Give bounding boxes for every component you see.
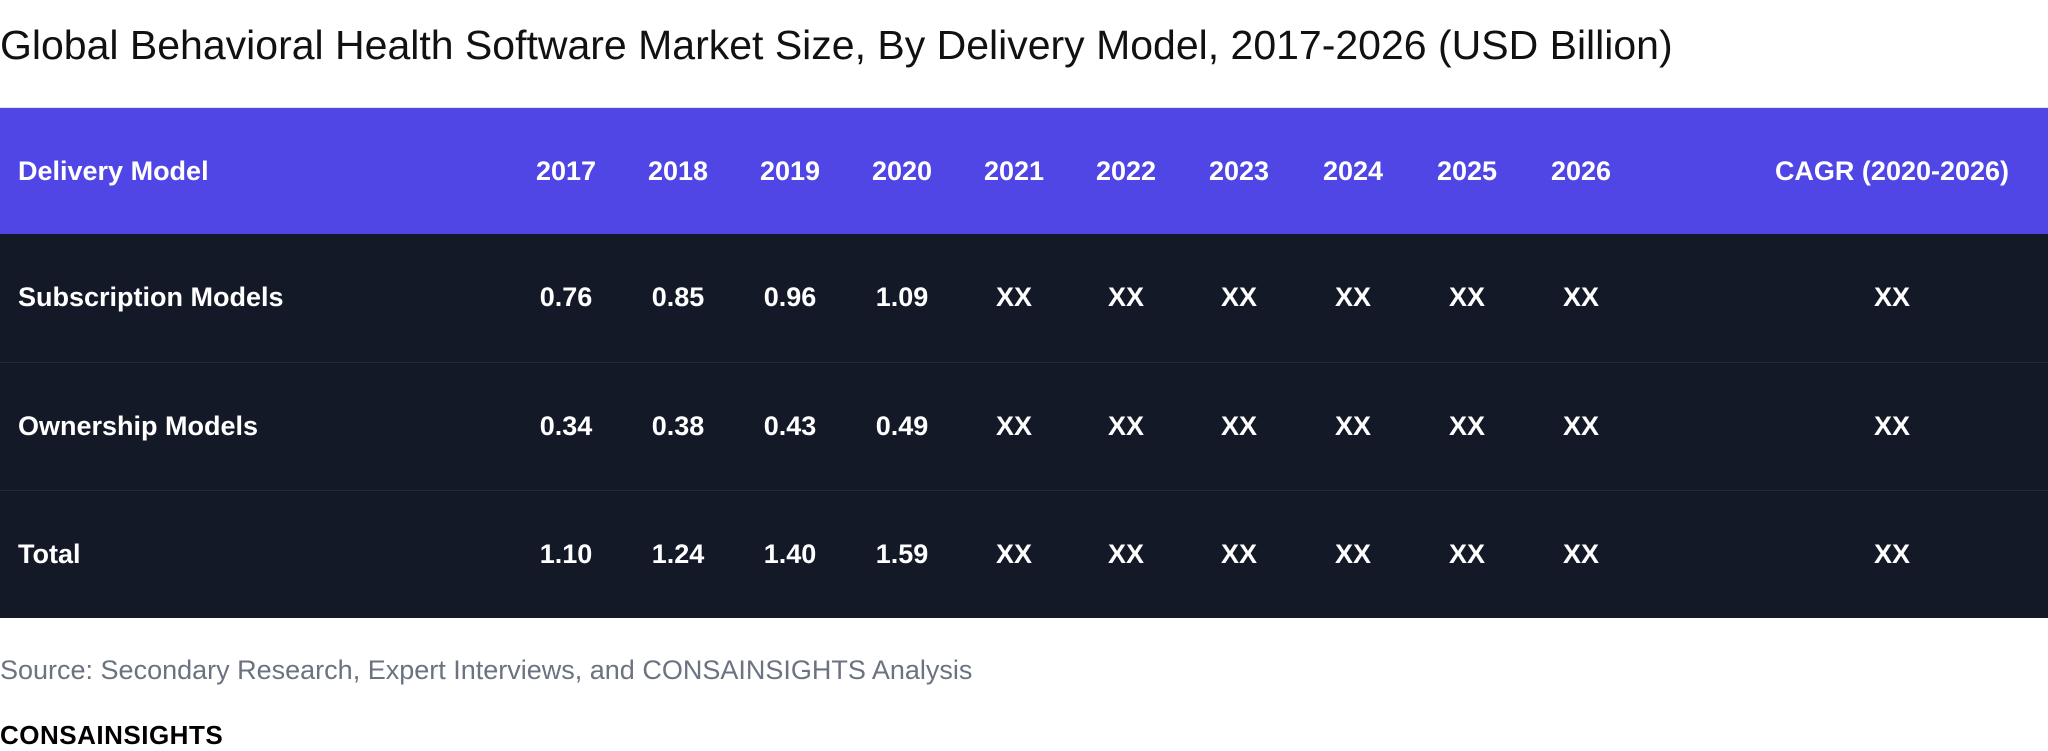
table-cell: XX [1072, 489, 1180, 618]
table-cell-cagr: XX [1636, 489, 2048, 618]
table-cell: 0.34 [508, 361, 624, 490]
table-cell: XX [1072, 361, 1180, 490]
column-header-2018: 2018 [647, 155, 709, 186]
table-cell: 0.76 [539, 282, 593, 313]
table-cell: XX [1180, 489, 1298, 618]
column-header-delivery-model: Delivery Model [18, 155, 209, 186]
column-header-2026: 2026 [1550, 155, 1612, 186]
table-cell: XX [1334, 282, 1372, 313]
table-cell: 0.38 [624, 361, 732, 490]
table-cell: XX [1526, 489, 1636, 618]
table-cell: XX [1220, 282, 1258, 313]
brand-logo: CONSAINSIGHTS [0, 720, 224, 750]
table-cell: XX [1562, 282, 1600, 313]
table-cell: 0.49 [848, 361, 956, 490]
column-header-2024: 2024 [1322, 155, 1384, 186]
column-header-2023: 2023 [1208, 155, 1270, 186]
table-cell: 1.24 [624, 489, 732, 618]
table-cell: 0.96 [763, 282, 817, 313]
table-cell: 1.40 [732, 489, 848, 618]
chart-title: Global Behavioral Health Software Market… [0, 22, 1673, 68]
table-cell: 1.09 [875, 282, 929, 313]
column-header-cagr: CAGR (2020-2026) [1774, 155, 2010, 186]
table-cell: XX [1408, 489, 1526, 618]
table-row-subscription-models: Subscription Models 0.76 0.85 0.96 1.09 … [0, 234, 2048, 362]
column-header-2020: 2020 [871, 155, 933, 186]
table-cell: XX [1448, 282, 1486, 313]
table-cell: XX [956, 489, 1072, 618]
table-cell: 1.59 [848, 489, 956, 618]
header-row: Delivery Model 2017 2018 2019 2020 2021 … [0, 108, 2048, 234]
column-header-2017: 2017 [535, 155, 597, 186]
table-cell: XX [1298, 489, 1408, 618]
column-header-2022: 2022 [1095, 155, 1157, 186]
source-note: Source: Secondary Research, Expert Inter… [0, 655, 973, 685]
title-divider [0, 107, 2048, 108]
table-cell: XX [1298, 361, 1408, 490]
row-label: Ownership Models [0, 361, 508, 490]
table-cell-cagr: XX [1636, 361, 2048, 490]
column-header-2021: 2021 [983, 155, 1045, 186]
table-cell: 0.43 [732, 361, 848, 490]
table-cell: 0.85 [651, 282, 705, 313]
row-label: Subscription Models [18, 282, 284, 313]
column-header-2019: 2019 [759, 155, 821, 186]
table-cell-cagr: XX [1873, 282, 1911, 313]
column-header-2025: 2025 [1436, 155, 1498, 186]
table-cell: XX [1526, 361, 1636, 490]
table-cell: XX [995, 282, 1033, 313]
table-cell: XX [1180, 361, 1298, 490]
table-row-ownership-models: Ownership Models 0.34 0.38 0.43 0.49 XX … [0, 361, 2048, 490]
table-cell: XX [1408, 361, 1526, 490]
row-label: Total [0, 489, 508, 618]
market-size-table: Delivery Model 2017 2018 2019 2020 2021 … [0, 108, 2048, 618]
table-row-total: Total 1.10 1.24 1.40 1.59 XX XX XX XX XX… [0, 489, 2048, 618]
table-cell: 1.10 [508, 489, 624, 618]
table-cell: XX [956, 361, 1072, 490]
table-cell: XX [1107, 282, 1145, 313]
